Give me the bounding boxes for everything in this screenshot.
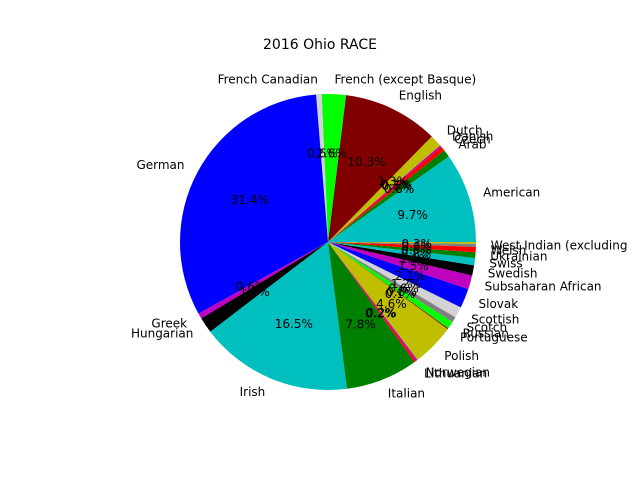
pie-slice [328,242,476,258]
slice-label: American [483,186,540,200]
pie-slice [198,242,328,319]
slice-label: French (except Basque) [335,72,477,86]
slice-percent-label: 10.3% [348,155,386,169]
slice-label: Greek [151,317,187,331]
pie-slices [180,94,477,391]
slice-label: Swiss [489,257,522,271]
slice-percent-label: 1.3% [378,174,409,188]
pie-slice [328,242,476,247]
pie-slice [321,94,347,242]
pie-slice [328,145,442,242]
pie-slice [316,94,328,242]
slice-percent-label: 31.4% [231,193,269,207]
slice-label: Italian [388,386,425,400]
pie-slice [328,242,448,360]
slice-percent-label: 0.8% [386,285,417,299]
pie-slice [328,242,469,308]
pie-slice [210,242,347,391]
slice-label: English [399,88,442,102]
slice-percent-label: 1.1% [400,252,431,266]
pie-slice [328,242,477,244]
slice-percent-label: 0.8% [384,182,415,196]
slice-label: Slovak [479,297,519,311]
pie-slice [328,242,476,253]
slice-percent-label: 0.6% [401,243,432,257]
pie-slice [328,150,449,242]
slice-percent-label: 2.1% [395,269,426,283]
slice-percent-label: 0.5% [382,179,413,193]
slice-label: Czech [454,132,490,146]
slice-percent-label: 0.6% [236,279,267,293]
slice-percent-label: 2.6% [316,146,347,160]
slice-label: Portuguese [460,330,528,344]
slice-percent-label: 0.3% [402,237,433,251]
slice-percent-label: 9.7% [397,208,428,222]
pie-slice [328,156,476,242]
slice-label: Scotch [467,321,507,335]
slice-label: French Canadian [218,73,318,87]
slice-label: Welsh [491,243,527,257]
pie-slice [328,242,415,389]
slice-percent-label: 16.5% [275,317,313,331]
slice-label: Danish [452,130,493,144]
slice-label: Russian [463,327,509,341]
pie-slice [201,242,328,332]
slice-label: Polish [444,349,479,363]
pie-slice [180,94,328,314]
pie-slice [328,242,417,363]
slice-percent-label: 0.6% [388,282,419,296]
pie-slice [328,242,476,266]
percent-labels: 9.7%0.8%0.5%0.2%1.3%10.3%2.6%0.6%31.4%0.… [231,146,432,331]
slice-label: Irish [240,385,266,399]
pie-slice [328,242,449,330]
slice-percent-label: 0.6% [401,240,432,254]
slice-percent-label: 0.2% [365,307,396,321]
slice-label: Hungarian [131,327,193,341]
slice-percent-label: 0.2% [366,306,397,320]
pie-slice [328,242,473,290]
slice-percent-label: 1.7% [239,285,270,299]
slice-label: Swedish [488,266,538,280]
slice-label: Norwegian [426,365,490,379]
slice-label: Scottish [471,312,519,326]
slice-percent-label: 0.6% [307,146,338,160]
slice-percent-label: 0.8% [401,247,432,261]
slice-percent-label: 1.5% [398,259,429,273]
pie-slice [328,146,445,242]
pie-slice [328,242,453,329]
slice-percent-label: 7.8% [345,318,376,332]
pie-slice [328,242,456,323]
slice-percent-label: 0.1% [385,287,416,301]
slice-label: West Indian (excluding [491,239,628,253]
slice-percent-label: 1.2% [391,277,422,291]
slice-label: German [136,158,184,172]
chart-title: 2016 Ohio RACE [263,37,377,53]
slice-percent-label: 0.2% [380,177,411,191]
pie-slice [328,242,461,318]
slice-label: Ukrainian [490,250,547,264]
pie-slice [328,242,418,361]
pie-slice [328,136,441,242]
slice-label: Lithuanian [424,367,487,381]
slice-label: Arab [458,138,486,152]
slice-percent-label: 4.6% [376,297,407,311]
pie-slice [328,95,432,242]
pie-slice [328,242,475,276]
slice-label: Dutch [447,124,483,138]
slice-label: Subsaharan African [485,279,602,293]
